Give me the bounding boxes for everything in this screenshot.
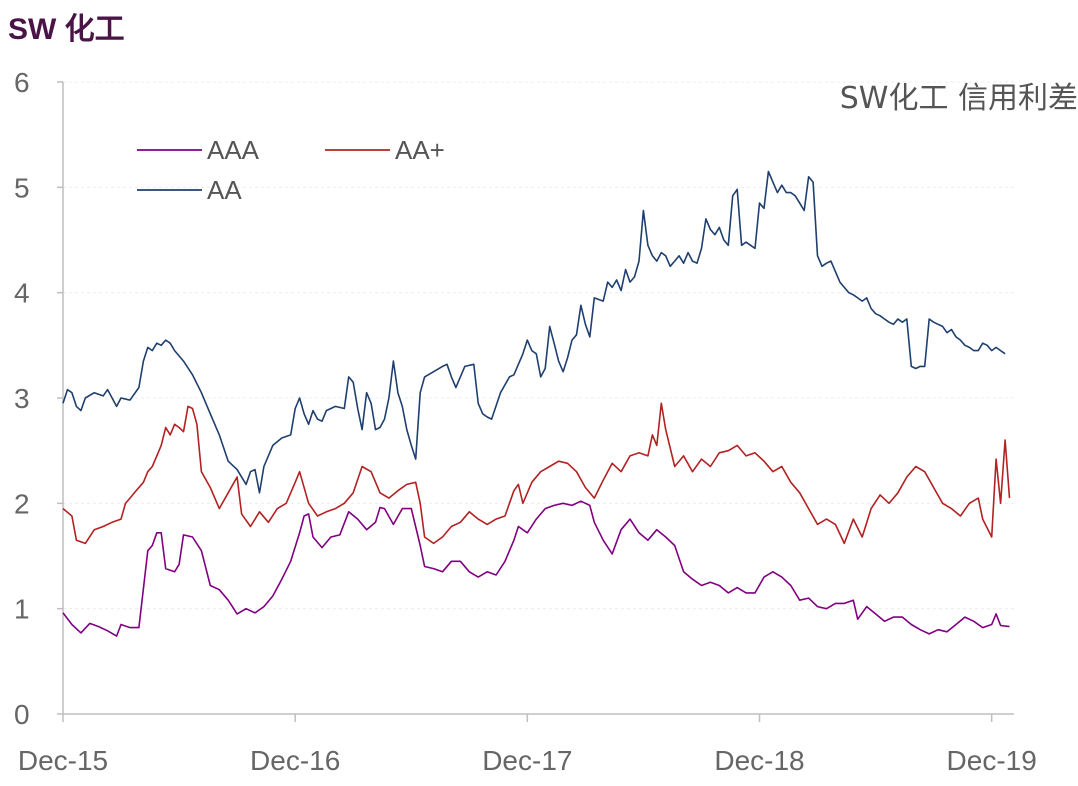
chart-gridlines [57,81,1014,722]
legend-label-aaa: AAA [207,135,260,165]
x-tick-label: Dec-17 [482,745,572,776]
chart-series [62,170,1011,637]
x-tick-label: Dec-16 [250,745,340,776]
y-tick-label: 6 [14,67,30,98]
x-tick-label: Dec-18 [714,745,804,776]
series-line-aa-plus [62,402,1011,545]
x-tick-label: Dec-19 [947,745,1037,776]
series-line-aaa [62,500,1010,637]
y-tick-label: 0 [14,699,30,730]
x-tick-label: Dec-15 [18,745,108,776]
y-tick-label: 3 [14,383,30,414]
y-tick-label: 2 [14,488,30,519]
chart-axes [62,82,1014,715]
y-tick-label: 1 [14,594,30,625]
chart-title: SW化工 信用利差 [840,81,1078,116]
legend-label-aa: AA [207,175,242,205]
legend-label-aa-plus: AA+ [395,135,445,165]
x-tick-labels: Dec-15 Dec-16 Dec-17 Dec-18 Dec-19 [18,745,1037,776]
y-tick-label: 4 [14,278,30,309]
page-title: SW 化工 [8,13,125,46]
series-line-aa [62,170,1006,494]
y-tick-label: 5 [14,172,30,203]
chart-legend: AAA AA+ AA [137,135,445,205]
y-tick-labels: 0 1 2 3 4 5 6 [14,67,30,730]
